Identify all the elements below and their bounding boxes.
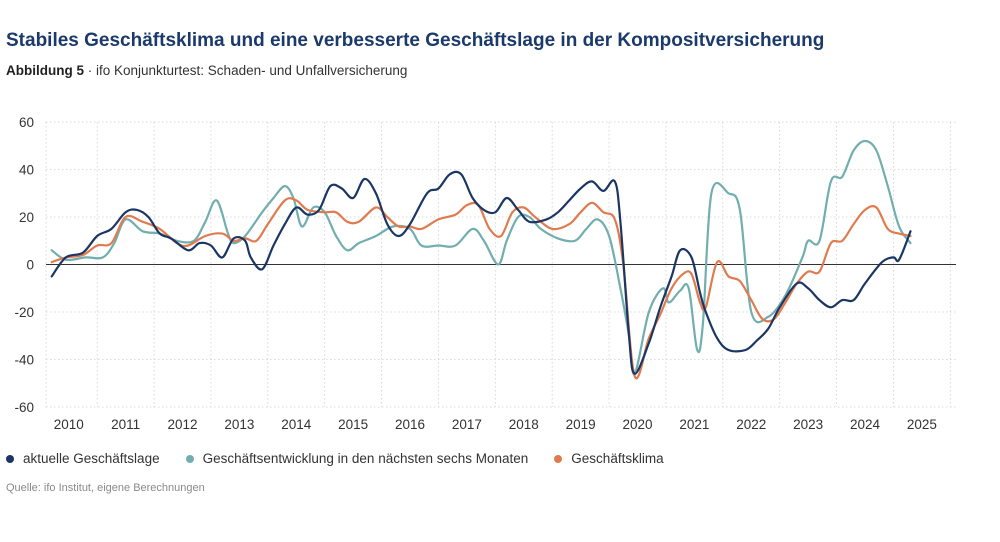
grid [45,121,956,408]
series-line-geschaeftsentwicklung [50,139,912,375]
legend-dot-icon [554,454,563,463]
legend-dot-icon [185,454,194,463]
legend-item-geschaeftsentwicklung: Geschäftsentwicklung in den nächsten sec… [185,451,529,466]
x-tick-label: 2013 [224,417,254,432]
x-tick-label: 2011 [111,417,140,432]
x-tick-label: 2019 [566,417,596,432]
source-note: Quelle: ifo Institut, eigene Berechnunge… [6,482,205,494]
legend-label: aktuelle Geschäftslage [23,451,160,466]
legend-item-geschaeftslage: aktuelle Geschäftslage [6,451,160,466]
x-tick-label: 2016 [395,417,425,432]
figure-number: Abbildung 5 [6,63,84,78]
series-line-geschaeftsklima [50,197,912,380]
legend: aktuelle Geschäftslage Geschäftsentwickl… [6,451,664,466]
y-tick-label: -60 [14,400,34,415]
x-tick-label: 2023 [793,417,823,432]
x-tick-label: 2010 [54,417,84,432]
subtitle-text: · ifo Konjunkturtest: Schaden- und Unfal… [84,63,408,78]
x-tick-label: 2014 [281,417,312,432]
x-axis-ticks: 2010 2011 2012 2013 2014 2015 2016 2017 2018 2019… [54,417,937,432]
y-tick-label: 60 [19,115,34,130]
chart-title: Stabiles Geschäftsklima und eine verbess… [6,30,825,51]
y-tick-label: 0 [26,258,34,273]
x-tick-label: 2018 [509,417,539,432]
chart-subtitle: Abbildung 5 · ifo Konjunkturtest: Schade… [6,63,407,78]
x-tick-label: 2017 [452,417,482,432]
y-tick-label: -20 [14,305,34,320]
x-tick-label: 2020 [622,417,652,432]
series-line-geschaeftslage [50,170,912,375]
series-lines [50,139,912,380]
y-tick-label: 20 [19,210,34,225]
legend-dot-icon [6,454,14,463]
x-tick-label: 2025 [907,417,937,432]
x-tick-label: 2012 [167,417,197,432]
y-tick-label: 40 [19,163,34,178]
x-tick-label: 2021 [679,417,709,432]
x-tick-label: 2024 [850,417,881,432]
y-tick-label: -40 [14,353,34,368]
legend-label: Geschäftsklima [571,451,664,466]
legend-label: Geschäftsentwicklung in den nächsten sec… [202,451,529,466]
y-axis-ticks: -60 -40 -20 0 20 40 60 [14,115,34,415]
x-tick-label: 2015 [338,417,368,432]
legend-item-geschaeftsklima: Geschäftsklima [554,451,664,466]
x-tick-label: 2022 [736,417,766,432]
